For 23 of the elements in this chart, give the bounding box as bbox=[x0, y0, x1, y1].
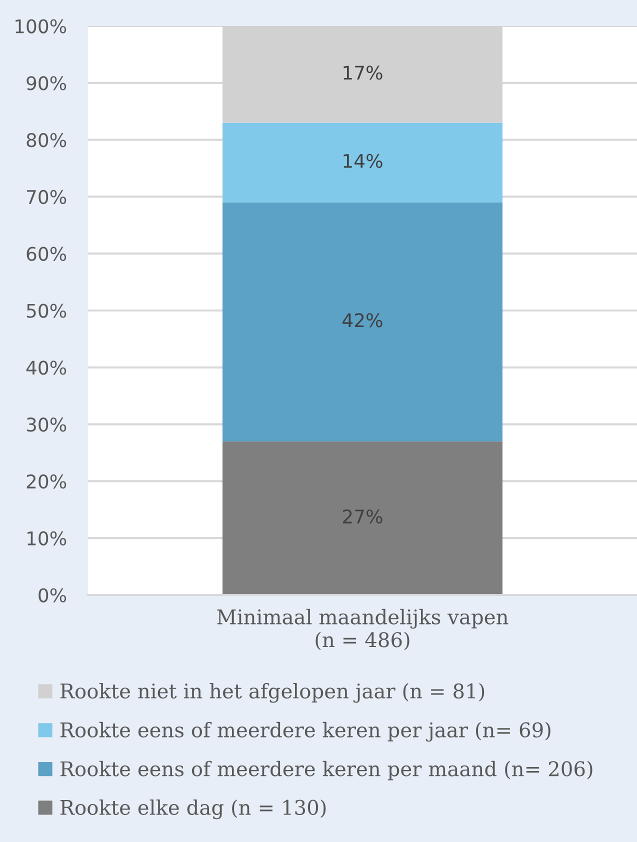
data-label: 17% bbox=[344, 66, 382, 80]
y-tick-label: 0% bbox=[38, 588, 66, 602]
legend-label: Rookte elke dag (n = 130) bbox=[60, 799, 326, 820]
y-tick-label: 40% bbox=[26, 360, 66, 375]
data-label: 42% bbox=[342, 313, 382, 328]
y-tick-label: 60% bbox=[26, 246, 66, 261]
y-tick-label: 90% bbox=[26, 76, 66, 90]
y-tick-label: 10% bbox=[28, 531, 66, 546]
legend-label: Rookte eens of meerdere keren per maand (n= 206) bbox=[60, 760, 592, 780]
y-tick-label: 20% bbox=[26, 474, 66, 489]
x-tick-label: Minimaal maandelijks vapen (n = 486) bbox=[217, 608, 508, 650]
bar bbox=[222, 202, 502, 442]
bar bbox=[222, 441, 502, 595]
y-tick-label: 30% bbox=[26, 418, 66, 432]
legend-label: Rookte eens of meerdere keren per jaar (n= 69) bbox=[60, 722, 550, 742]
data-label: 14% bbox=[344, 154, 382, 168]
y-tick-label: 80% bbox=[26, 133, 66, 148]
y-tick-label: 100% bbox=[16, 19, 66, 34]
y-tick-label: 50% bbox=[26, 304, 66, 318]
bar bbox=[222, 122, 502, 202]
data-label: 27% bbox=[343, 509, 382, 524]
y-tick-label: 70% bbox=[27, 190, 66, 204]
legend-label: Rookte niet in het afgelopen jaar (n = 81) bbox=[60, 683, 484, 703]
